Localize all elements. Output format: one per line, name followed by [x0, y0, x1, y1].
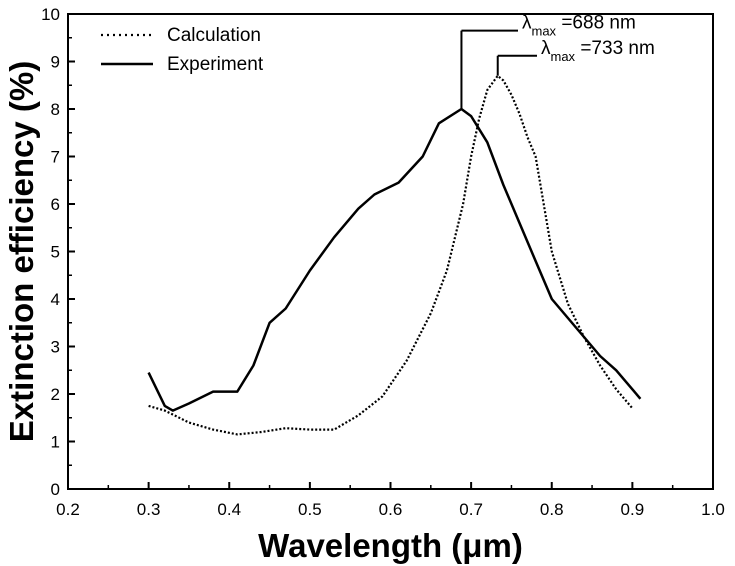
x-tick-label: 1.0: [701, 500, 725, 519]
x-tick-label: 0.2: [56, 500, 80, 519]
x-tick-label: 0.4: [217, 500, 241, 519]
y-tick-label: 4: [51, 290, 60, 309]
x-tick-label: 0.7: [459, 500, 483, 519]
y-tick-label: 3: [51, 338, 60, 357]
annotation-label: λmax =688 nm: [522, 13, 636, 39]
x-axis: 0.2 0.3 0.4 0.5 0.6 0.7 0.8 0.9 1.0: [56, 482, 725, 519]
x-tick-label: 0.3: [137, 500, 161, 519]
series-calculation-line: [148, 74, 634, 436]
series-layer: [147, 74, 642, 436]
y-tick-label: 5: [51, 243, 60, 262]
legend-label: Calculation: [167, 25, 261, 46]
x-tick-label: 0.6: [379, 500, 403, 519]
x-tick-label: 0.5: [298, 500, 322, 519]
y-tick-label: 1: [51, 433, 60, 452]
y-tick-label: 8: [51, 100, 60, 119]
x-axis-label: Wavelength (μm): [258, 527, 523, 564]
x-tick-label: 0.8: [540, 500, 564, 519]
y-tick-label: 10: [41, 5, 60, 24]
y-tick-label: 0: [51, 480, 60, 499]
series-experiment-line: [147, 107, 642, 412]
legend: Calculation Experiment: [101, 25, 264, 75]
y-tick-label: 6: [51, 195, 60, 214]
y-tick-label: 9: [51, 53, 60, 72]
x-tick-label: 0.9: [621, 500, 645, 519]
y-tick-label: 7: [51, 148, 60, 167]
y-axis-label: Extinction efficiency (%): [3, 61, 40, 442]
y-axis: 0 1 2 3 4 5 6 7 8 9 10: [41, 5, 75, 499]
plot-frame: [67, 13, 714, 490]
legend-label: Experiment: [167, 54, 264, 75]
annotation-label: λmax =733 nm: [541, 38, 655, 64]
plot-border: [67, 13, 714, 490]
y-tick-label: 2: [51, 385, 60, 404]
